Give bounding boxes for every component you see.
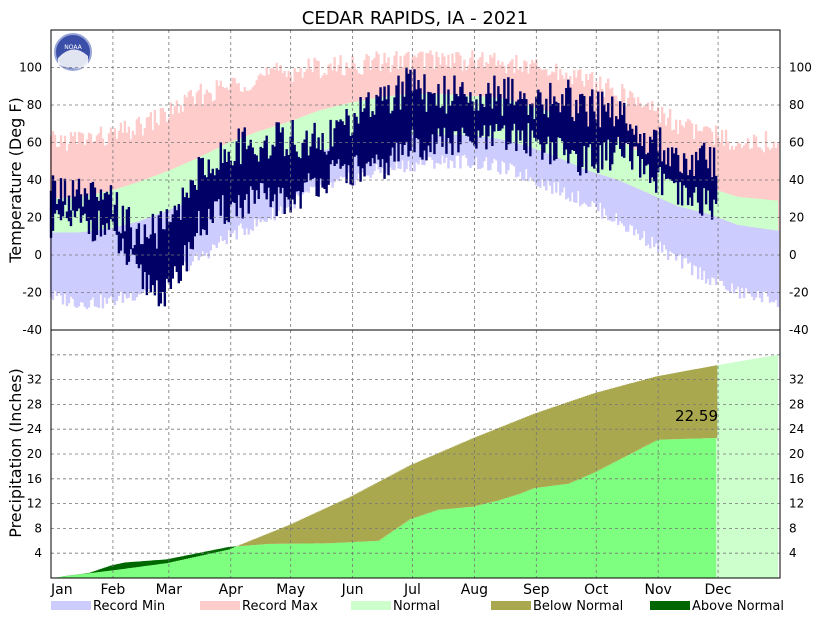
month-label: Jul (403, 582, 421, 598)
precip-tick-label-right: 28 (789, 397, 804, 411)
grid-lines (51, 30, 780, 578)
precip-tick-label-left: 8 (34, 521, 42, 535)
temperature-axis-label: Temperature (Deg F) (6, 97, 25, 264)
legend-swatch (51, 601, 91, 610)
month-label: Mar (156, 582, 183, 598)
month-label: Feb (101, 582, 126, 598)
precip-tick-label-right: 12 (789, 497, 804, 511)
legend-swatch (351, 601, 391, 610)
month-label: Nov (645, 582, 672, 598)
legend-swatch (200, 601, 240, 610)
precip-tick-label-left: 32 (27, 373, 42, 387)
month-label: Oct (584, 582, 609, 598)
precip-tick-label-right: 32 (789, 373, 804, 387)
month-label: Aug (461, 582, 488, 598)
temp-tick-label-right: 60 (789, 136, 804, 150)
legend-label: Normal (393, 599, 440, 614)
temp-tick-label-left: 80 (27, 98, 42, 112)
precip-tick-label-right: 24 (789, 422, 804, 436)
temp-tick-label-left: 60 (27, 136, 42, 150)
noaa-logo-text: NOAA (64, 44, 82, 51)
precip-tick-label-left: 20 (27, 447, 42, 461)
temp-tick-label-left: 0 (34, 248, 42, 262)
month-label: Dec (705, 582, 732, 598)
above-normal-precip-area (51, 546, 236, 578)
legend-label: Record Max (242, 599, 318, 614)
temp-tick-label-right: -40 (789, 323, 809, 337)
temp-tick-label-left: 100 (19, 61, 42, 75)
temp-tick-label-left: -20 (22, 286, 42, 300)
precip-tick-label-right: 16 (789, 472, 804, 486)
precip-tick-label-left: 12 (27, 497, 42, 511)
temp-tick-label-right: 80 (789, 98, 804, 112)
chart-title: CEDAR RAPIDS, IA - 2021 (302, 8, 528, 29)
temp-tick-label-right: 0 (789, 248, 797, 262)
ytd-precip-total-label: 22.59 (675, 407, 718, 425)
temp-tick-label-right: 40 (789, 173, 804, 187)
legend-label: Below Normal (533, 599, 623, 614)
legend-swatch (491, 601, 531, 610)
month-label: Jan (50, 582, 73, 598)
temp-tick-label-right: -20 (789, 286, 809, 300)
precip-tick-label-left: 16 (27, 472, 42, 486)
temp-tick-label-right: 100 (789, 61, 812, 75)
month-label: Sep (523, 582, 550, 598)
precip-tick-label-left: 28 (27, 397, 42, 411)
precipitation-panel (51, 354, 778, 578)
precip-tick-label-right: 8 (789, 521, 797, 535)
plot-frame (50, 29, 781, 579)
temp-tick-label-right: 20 (789, 211, 804, 225)
precipitation-axis-label: Precipitation (Inches) (6, 368, 25, 538)
month-label: May (276, 582, 305, 598)
temp-tick-label-left: 20 (27, 211, 42, 225)
temp-tick-label-left: -40 (22, 323, 42, 337)
precip-tick-label-left: 24 (27, 422, 42, 436)
month-label: Jun (341, 582, 364, 598)
axes: -40 -40 -20 -20 0 0 20 20 40 40 60 60 80 80 100 100 4 4 8 8… (19, 29, 812, 598)
temp-tick-label-left: 40 (27, 173, 42, 187)
precip-tick-label-right: 4 (789, 546, 797, 560)
normal-precip-remaining-area (716, 354, 778, 578)
precip-tick-label-left: 4 (34, 546, 42, 560)
legend-label: Above Normal (692, 599, 784, 614)
legend-label: Record Min (93, 599, 165, 614)
legend: Record Min Record Max Normal Below Normal Ab… (51, 599, 784, 614)
month-label: Apr (219, 582, 243, 598)
below-normal-precip-area (235, 365, 718, 547)
observed-precip-area (51, 437, 717, 578)
noaa-logo-icon: NOAA (54, 33, 92, 71)
legend-swatch (650, 601, 690, 610)
precip-tick-label-right: 20 (789, 447, 804, 461)
